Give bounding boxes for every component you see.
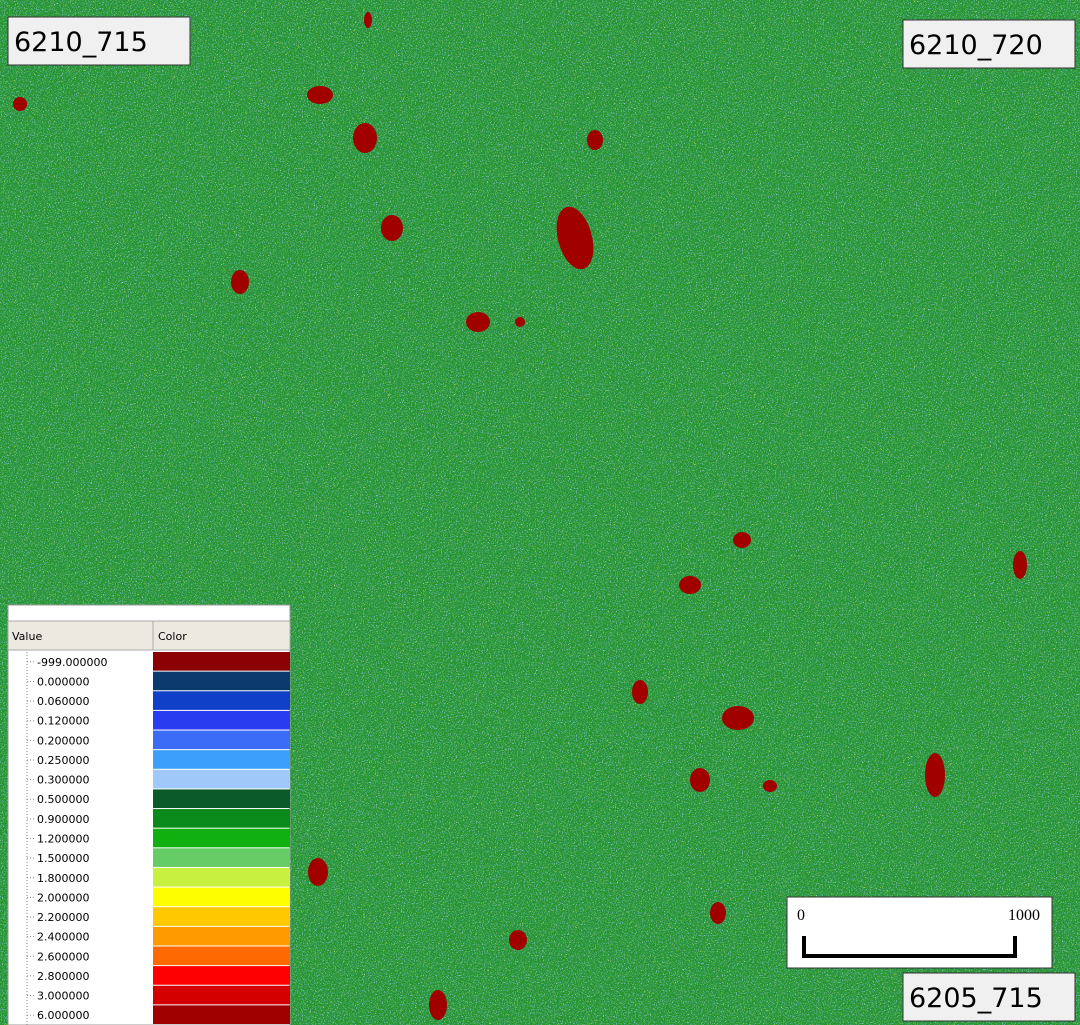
- legend-value: 1.500000: [37, 852, 90, 865]
- legend-swatch: [153, 789, 290, 808]
- legend-swatch: [153, 731, 290, 750]
- legend-swatch: [153, 829, 290, 848]
- legend-swatch: [153, 672, 290, 691]
- legend-value: 6.000000: [37, 1009, 90, 1022]
- map-label: 6210_715: [14, 27, 148, 58]
- map-label: 6210_720: [909, 30, 1043, 61]
- map-label: 6205_715: [909, 983, 1043, 1014]
- legend-swatch: [153, 907, 290, 926]
- legend-value: 0.200000: [37, 734, 90, 747]
- scale-bar-label: 1000: [1008, 907, 1040, 924]
- scale-bar-label: 0: [797, 907, 805, 924]
- legend-swatch: [153, 888, 290, 907]
- header-cell: Value: [12, 630, 42, 643]
- legend-swatch: [153, 848, 290, 867]
- legend-swatch: [153, 927, 290, 946]
- legend-value: 0.060000: [37, 695, 90, 708]
- legend-swatch: [153, 809, 290, 828]
- legend-swatch: [153, 966, 290, 985]
- legend-value: 1.800000: [37, 872, 90, 885]
- legend-value: 0.300000: [37, 774, 90, 787]
- legend-swatch: [153, 1005, 290, 1024]
- legend-swatch: [153, 946, 290, 965]
- legend-swatch: [153, 986, 290, 1005]
- legend-swatch: [153, 652, 290, 671]
- legend-value: 0.900000: [37, 813, 90, 826]
- legend-swatch: [153, 750, 290, 769]
- legend-value: 0.250000: [37, 754, 90, 767]
- legend-swatch: [153, 868, 290, 887]
- legend-value: 2.000000: [37, 891, 90, 904]
- legend-swatch: [153, 770, 290, 789]
- legend-value: 2.400000: [37, 931, 90, 944]
- legend-value: 2.600000: [37, 950, 90, 963]
- legend-value: 3.000000: [37, 990, 90, 1003]
- map-view: 6210_715 6210_720 6205_715 0 1000 Value …: [0, 0, 1080, 1025]
- legend: Value Color -999.000000 0.000000 0.060000 0…: [8, 605, 290, 1025]
- legend-header: [8, 621, 290, 650]
- legend-value: 0.000000: [37, 675, 90, 688]
- legend-value: 1.200000: [37, 833, 90, 846]
- legend-swatch: [153, 711, 290, 730]
- legend-value: 2.800000: [37, 970, 90, 983]
- legend-value: 0.120000: [37, 715, 90, 728]
- legend-value: 0.500000: [37, 793, 90, 806]
- legend-value: 2.200000: [37, 911, 90, 924]
- header-cell: Color: [158, 630, 187, 643]
- legend-swatch: [153, 691, 290, 710]
- legend-value: -999.000000: [37, 656, 107, 669]
